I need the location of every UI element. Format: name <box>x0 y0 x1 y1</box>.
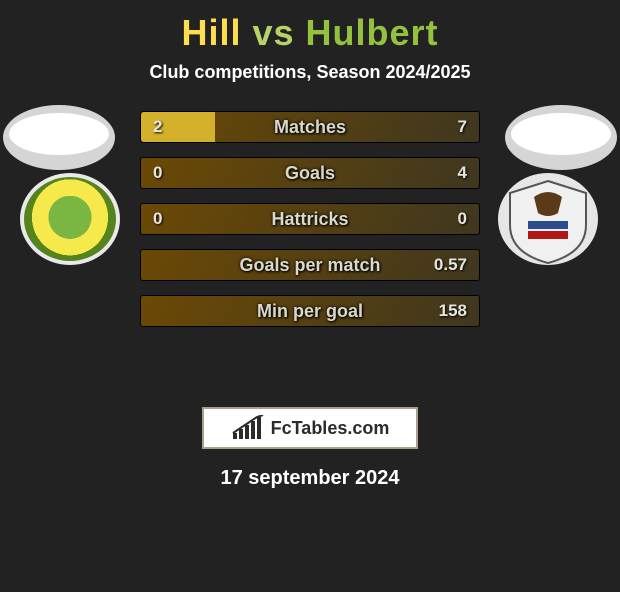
stat-right-value: 0 <box>458 209 467 229</box>
stat-left-value: 0 <box>153 209 162 229</box>
player2-avatar <box>505 105 617 170</box>
stat-bar: 0 Hattricks 0 <box>140 203 480 235</box>
date-text: 17 september 2024 <box>0 467 620 490</box>
stat-bar: 0 Goals 4 <box>140 157 480 189</box>
stats-panel: 2 Matches 7 0 Goals 4 0 Hattricks 0 Goals per mat… <box>0 111 620 391</box>
player2-name: Hulbert <box>306 12 439 53</box>
stat-bars: 2 Matches 7 0 Goals 4 0 Hattricks 0 Goals per mat… <box>140 111 480 327</box>
player1-avatar <box>3 105 115 170</box>
comparison-title: Hill vs Hulbert <box>0 12 620 54</box>
brand-box[interactable]: FcTables.com <box>202 407 418 449</box>
stat-left-value: 2 <box>153 117 162 137</box>
brand-text: FcTables.com <box>271 418 390 439</box>
stat-left-value: 0 <box>153 163 162 183</box>
stat-bar: Goals per match 0.57 <box>140 249 480 281</box>
player1-club-badge <box>20 173 120 265</box>
brand-icon <box>231 415 265 441</box>
stat-bar: 2 Matches 7 <box>140 111 480 143</box>
stat-right-value: 0.57 <box>434 255 467 275</box>
stat-right-value: 7 <box>458 117 467 137</box>
stat-label: Hattricks <box>271 209 348 230</box>
stat-label: Goals <box>285 163 335 184</box>
stat-label: Goals per match <box>239 255 380 276</box>
player1-name: Hill <box>181 12 241 53</box>
stat-right-value: 4 <box>458 163 467 183</box>
subtitle: Club competitions, Season 2024/2025 <box>0 62 620 83</box>
stat-bar: Min per goal 158 <box>140 295 480 327</box>
stat-label: Matches <box>274 117 346 138</box>
vs-text: vs <box>252 12 294 53</box>
player2-club-badge <box>498 173 598 265</box>
stat-right-value: 158 <box>439 301 467 321</box>
stat-label: Min per goal <box>257 301 363 322</box>
